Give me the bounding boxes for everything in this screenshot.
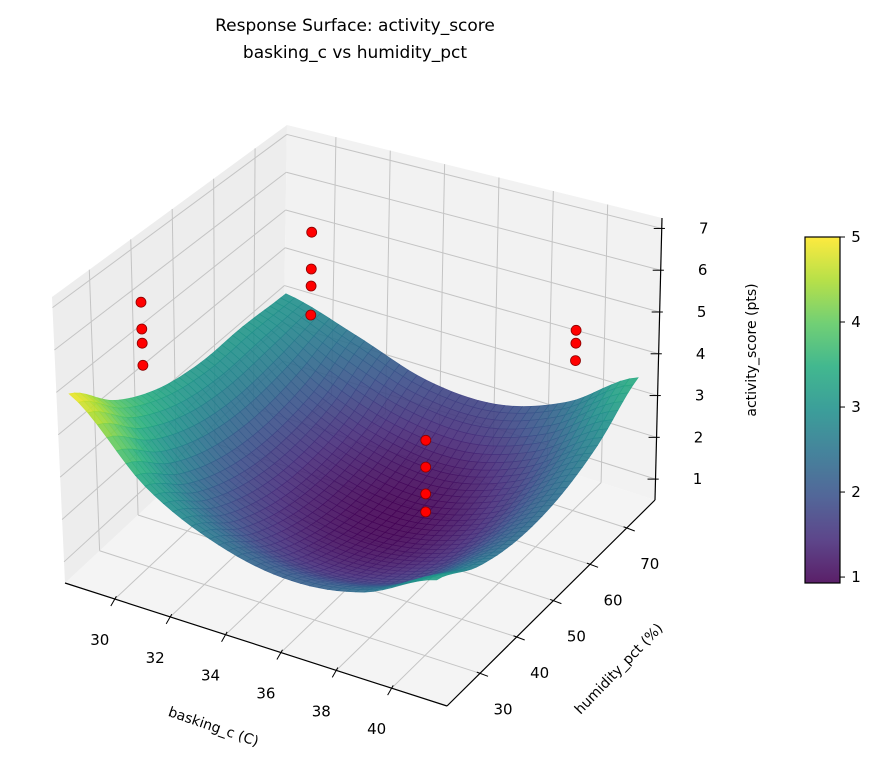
data-point	[305, 280, 317, 292]
colorbar-tick-label: 5	[851, 228, 861, 246]
data-point	[136, 323, 148, 335]
colorbar-tick-label: 2	[851, 483, 861, 501]
z-tick-label: 6	[698, 261, 708, 279]
floor-gridline	[391, 482, 602, 689]
x-tick-label: 40	[367, 720, 386, 738]
colorbar-gradient	[804, 236, 841, 584]
left-wall-gridline	[52, 134, 288, 308]
left-wall-gridline	[54, 171, 287, 351]
x-tick	[221, 631, 228, 642]
data-point	[420, 434, 432, 446]
x-tick-label: 38	[312, 702, 331, 720]
data-point	[420, 488, 432, 500]
z-axis-line	[654, 217, 663, 501]
x-tick-label: 32	[146, 649, 165, 667]
data-point	[135, 296, 147, 308]
y-tick-label: 40	[530, 664, 549, 682]
x-tick-label: 30	[90, 631, 109, 649]
data-point	[305, 263, 317, 275]
x-tick-label: 36	[256, 685, 275, 703]
x-tick-label: 34	[201, 667, 220, 685]
y-tick	[476, 671, 489, 677]
back-wall-gridline	[284, 285, 658, 397]
scatter-points	[135, 226, 582, 518]
back-wall-gridline	[286, 171, 661, 271]
x-axis-line	[64, 582, 448, 707]
data-point	[420, 461, 432, 473]
left-wall-gridline	[56, 209, 286, 393]
data-point	[136, 337, 148, 349]
z-tick-label: 2	[694, 428, 704, 446]
y-tick-label: 60	[604, 591, 623, 609]
y-axis-label: humidity_pct (%)	[572, 621, 667, 718]
y-tick	[623, 526, 635, 532]
data-point	[306, 226, 318, 238]
colorbar: 1 2 3 4 5	[804, 228, 861, 586]
y-tick-label: 30	[493, 700, 512, 718]
chart-title: Response Surface: activity_score	[215, 16, 495, 36]
z-tick-label: 3	[695, 387, 705, 405]
data-point	[570, 324, 582, 336]
x-tick	[276, 649, 283, 660]
back-wall-gridline	[286, 133, 662, 229]
chart-subtitle: basking_c vs humidity_pct	[243, 43, 467, 63]
y-tick	[513, 635, 525, 641]
x-axis-label: basking_c (C)	[166, 704, 260, 750]
data-point	[570, 355, 581, 367]
data-point	[305, 309, 317, 321]
floor-gridline	[99, 550, 481, 674]
left-wall-pane	[52, 125, 287, 583]
colorbar-tick-label: 1	[851, 568, 861, 586]
y-tick	[586, 562, 599, 568]
back-wall-gridline	[492, 177, 500, 448]
x-tick	[165, 613, 173, 625]
z-axis-label: activity_score (pts)	[744, 283, 760, 416]
y-tick	[550, 598, 562, 605]
z-tick-label: 1	[693, 470, 703, 488]
z-tick-label: 5	[697, 303, 707, 321]
surface	[68, 293, 639, 593]
x-tick	[110, 595, 117, 607]
colorbar-tick-label: 3	[851, 398, 861, 416]
back-wall-gridline	[438, 164, 446, 431]
back-wall-gridline	[284, 247, 659, 355]
y-tick-label: 50	[567, 628, 586, 646]
surface-patch	[427, 576, 442, 581]
x-tick	[331, 667, 339, 678]
back-wall-gridline	[285, 209, 660, 313]
y-tick-label: 70	[640, 555, 659, 573]
data-point	[570, 337, 582, 349]
data-point	[420, 506, 432, 518]
x-tick	[387, 685, 394, 696]
colorbar-tick-label: 4	[851, 313, 861, 331]
z-tick-label: 4	[696, 345, 706, 363]
axis-lines	[64, 217, 665, 707]
data-point	[137, 359, 149, 371]
y-axis-line	[446, 499, 656, 707]
z-tick-label: 7	[699, 219, 709, 237]
